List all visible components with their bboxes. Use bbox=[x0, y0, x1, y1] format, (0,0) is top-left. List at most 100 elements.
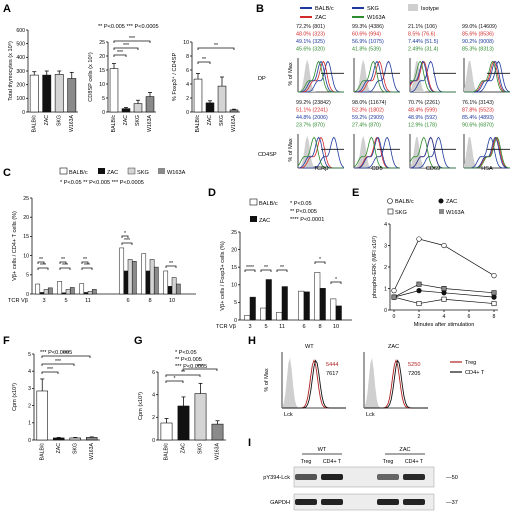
legend-swatch bbox=[250, 216, 257, 222]
histogram-stat: 48.0% (323) bbox=[296, 32, 325, 38]
chart-d-y-tick-label: 0 bbox=[234, 318, 237, 324]
bar bbox=[217, 85, 227, 113]
x-tick-label: BALB/c bbox=[31, 115, 37, 133]
blot-band bbox=[377, 474, 399, 480]
data-point bbox=[391, 288, 397, 294]
data-point bbox=[491, 273, 497, 279]
chart-a3-y-label: % Foxp3⁺ / CD4SP bbox=[171, 53, 178, 102]
chart-f-y-tick-label: 4 bbox=[28, 369, 31, 375]
legend-label: ZAC bbox=[259, 218, 270, 224]
bar bbox=[36, 390, 48, 441]
x-tick-label: W163A bbox=[69, 114, 75, 132]
histogram-stat: 44.8% (2006) bbox=[296, 115, 328, 121]
histogram-trace bbox=[298, 60, 345, 93]
histogram-stat: 70.7% (2261) bbox=[408, 100, 440, 106]
data-point bbox=[416, 301, 422, 307]
blot-band bbox=[403, 474, 425, 480]
significance-bracket bbox=[330, 281, 342, 284]
chart-a3-y-tick-label: 6 bbox=[186, 68, 189, 74]
chart-c-y-tick-label: 0 bbox=[26, 292, 29, 298]
panel-d-sig-1: * P<0.05 bbox=[290, 201, 312, 207]
legend-label: CD4+ T bbox=[465, 370, 485, 376]
chart-a1-y-tick-label: 200 bbox=[16, 82, 25, 88]
histogram-stat: 90.6% (6870) bbox=[462, 123, 494, 129]
chart-a1-y-tick-label: 0 bbox=[22, 110, 25, 116]
bar bbox=[79, 283, 85, 295]
chart-a2-y-tick-label: 25 bbox=[99, 40, 105, 46]
chart-a2-y-tick-label: 0 bbox=[102, 110, 105, 116]
histogram-x-label: CD5 bbox=[371, 166, 382, 172]
blot-mw-label: —50 bbox=[446, 475, 458, 481]
series-line bbox=[393, 238, 495, 291]
significance-bracket bbox=[182, 368, 218, 371]
x-tick-label: 2 bbox=[418, 314, 421, 320]
bar bbox=[177, 405, 190, 441]
histogram-trace bbox=[297, 136, 344, 169]
bar bbox=[260, 307, 267, 321]
chart-a2-y-tick-label: 15 bbox=[99, 68, 105, 74]
x-tick-label: SKG bbox=[198, 443, 204, 454]
significance-stars: *** bbox=[62, 263, 68, 269]
histogram-stat: 60.6% (994) bbox=[352, 32, 381, 38]
x-tick-label: 10 bbox=[333, 324, 339, 330]
blot-band bbox=[403, 499, 425, 505]
data-point bbox=[441, 290, 447, 296]
chart-c: 0 5 10 15 20 25 3 5 11 6 8 10 TCR Vβ Vβ+ cells / CD4+… bbox=[8, 196, 196, 304]
panel-h-title-wt: WT bbox=[305, 344, 314, 350]
mfi-cd4: 7205 bbox=[408, 371, 420, 377]
significance-bracket bbox=[59, 267, 71, 270]
bar bbox=[87, 291, 93, 295]
data-point bbox=[416, 288, 422, 294]
histogram-stat: 56.9% (1075) bbox=[352, 39, 384, 45]
chart-f-y-tick-label: 2 bbox=[28, 403, 31, 409]
blot-strip bbox=[293, 466, 435, 488]
chart-c-y-tick-label: 20 bbox=[23, 215, 29, 221]
chart-f-y-tick-label: 5 bbox=[28, 352, 31, 358]
significance-stars: *** bbox=[55, 359, 61, 365]
bar bbox=[121, 108, 131, 113]
bar bbox=[35, 283, 41, 295]
chart-a2-y-tick-label: 10 bbox=[99, 82, 105, 88]
blot-band bbox=[295, 499, 317, 505]
x-tick-label: 10 bbox=[169, 298, 175, 304]
bar bbox=[39, 292, 45, 295]
bar bbox=[54, 74, 64, 113]
histogram-trace bbox=[298, 136, 345, 169]
significance-stars: *** bbox=[84, 263, 90, 269]
blot-row-label: pY394-Lck bbox=[263, 475, 290, 481]
significance-stars: **** bbox=[246, 265, 254, 271]
panel-e-legend: BALB/c ZAC SKG W163A bbox=[387, 198, 465, 216]
bar bbox=[86, 437, 98, 441]
bar bbox=[314, 272, 321, 321]
panel-d-legend: BALB/c ZAC bbox=[249, 198, 278, 224]
x-tick-label: ZAC bbox=[44, 115, 50, 126]
bar bbox=[61, 292, 67, 295]
histogram-stat: 51.1% (2241) bbox=[296, 108, 328, 114]
significance-bracket bbox=[41, 363, 75, 366]
x-tick-label: BALB/c bbox=[195, 115, 201, 133]
legend-label: W163A bbox=[367, 15, 386, 21]
legend-swatch bbox=[59, 167, 68, 175]
chart-a2-y-tick-label: 5 bbox=[102, 96, 105, 102]
panel-b-legend: BALB/c ZAC SKG W163A Isotype bbox=[300, 4, 439, 21]
significance-stars: ** bbox=[169, 261, 173, 267]
panel-letter-g: G bbox=[134, 335, 143, 347]
significance-stars: ** bbox=[214, 43, 218, 49]
panel-c-legend: BALB/c ZAC SKG W163A bbox=[59, 167, 186, 176]
data-point bbox=[491, 301, 497, 307]
legend-label: BALB/c bbox=[259, 201, 278, 207]
significance-bracket bbox=[314, 261, 326, 264]
bar bbox=[193, 78, 203, 113]
bar bbox=[131, 261, 137, 295]
panel-b-y-label: % of Max bbox=[288, 62, 294, 86]
chart-c-y-tick-label: 5 bbox=[26, 273, 29, 279]
bar bbox=[175, 283, 181, 295]
chart-e-y-tick-label: 2 bbox=[384, 265, 387, 271]
bar bbox=[67, 78, 77, 113]
chart-a2-y-tick-label: 20 bbox=[99, 54, 105, 60]
bar bbox=[119, 247, 125, 295]
significance-bracket bbox=[37, 261, 45, 264]
